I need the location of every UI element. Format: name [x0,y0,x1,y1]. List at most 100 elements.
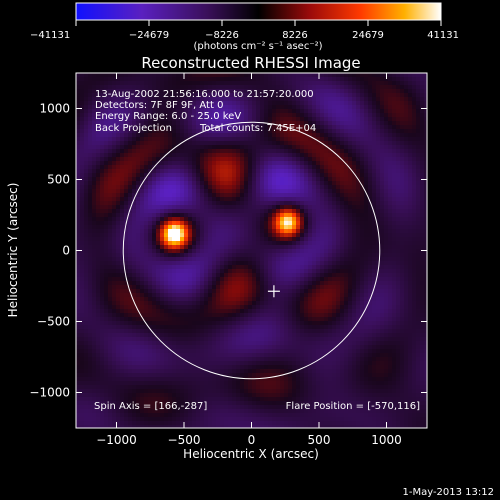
heatmap-cell [200,293,205,298]
heatmap-cell [320,169,325,174]
heatmap-cell [244,285,249,290]
heatmap-cell [284,257,289,262]
heatmap-cell [184,217,189,222]
heatmap-cell [284,101,289,106]
heatmap-cell [276,201,281,206]
heatmap-cell [316,125,321,130]
heatmap-cell [168,253,173,258]
heatmap-cell [244,205,249,210]
heatmap-cell [252,225,257,230]
heatmap-cell [316,261,321,266]
heatmap-cell [372,165,377,170]
heatmap-cell [296,93,301,98]
heatmap-cell [260,269,265,274]
heatmap-cell [328,289,333,294]
heatmap-cell [244,229,249,234]
heatmap-cell [348,209,353,214]
heatmap-cell [260,193,265,198]
heatmap-cell [256,77,261,82]
heatmap-cell [348,121,353,126]
heatmap-cell [320,229,325,234]
heatmap-cell [284,281,289,286]
heatmap-cell [256,137,261,142]
heatmap-cell [188,113,193,118]
heatmap-cell [212,213,217,218]
heatmap-cell [156,241,161,246]
heatmap-cell [216,81,221,86]
heatmap-cell [308,289,313,294]
heatmap-cell [332,109,337,114]
heatmap-cell [128,121,133,126]
heatmap-cell [224,245,229,250]
heatmap-cell [320,245,325,250]
heatmap-cell [272,201,277,206]
heatmap-cell [292,241,297,246]
heatmap-cell [96,233,101,238]
heatmap-cell [136,169,141,174]
heatmap-cell [340,201,345,206]
heatmap-cell [168,117,173,122]
heatmap-cell [364,177,369,182]
heatmap-cell [104,273,109,278]
heatmap-cell [268,157,273,162]
heatmap-cell [320,137,325,142]
heatmap-cell [192,261,197,266]
heatmap-cell [100,125,105,130]
heatmap-cell [148,269,153,274]
heatmap-cell [420,277,425,282]
heatmap-cell [304,225,309,230]
heatmap-cell [328,161,333,166]
heatmap-cell [236,201,241,206]
heatmap-cell [292,117,297,122]
heatmap-cell [356,125,361,130]
heatmap-cell [204,205,209,210]
heatmap-cell [388,201,393,206]
heatmap-cell [120,101,125,106]
heatmap-cell [132,281,137,286]
heatmap-cell [396,193,401,198]
heatmap-cell [264,97,269,102]
heatmap-cell [184,229,189,234]
heatmap-cell [292,193,297,198]
heatmap-cell [420,201,425,206]
heatmap-cell [148,161,153,166]
heatmap-cell [356,253,361,258]
heatmap-cell [392,137,397,142]
heatmap-cell [84,257,89,262]
heatmap-cell [132,157,137,162]
heatmap-cell [128,153,133,158]
heatmap-cell [340,165,345,170]
heatmap-cell [124,217,129,222]
heatmap-cell [416,89,421,94]
heatmap-cell [256,81,261,86]
heatmap-cell [132,101,137,106]
heatmap-cell [92,221,97,226]
heatmap-cell [96,245,101,250]
heatmap-cell [244,161,249,166]
heatmap-cell [220,85,225,90]
heatmap-cell [296,117,301,122]
heatmap-cell [248,161,253,166]
heatmap-cell [140,197,145,202]
heatmap-cell [96,137,101,142]
heatmap-cell [284,265,289,270]
heatmap-cell [308,149,313,154]
heatmap-cell [288,177,293,182]
heatmap-cell [392,229,397,234]
heatmap-cell [176,185,181,190]
heatmap-cell [164,129,169,134]
heatmap-cell [248,93,253,98]
heatmap-cell [84,185,89,190]
heatmap-cell [392,165,397,170]
heatmap-cell [380,189,385,194]
heatmap-cell [284,137,289,142]
heatmap-cell [344,253,349,258]
heatmap-cell [232,93,237,98]
heatmap-cell [416,245,421,250]
heatmap-cell [316,265,321,270]
heatmap-cell [244,233,249,238]
heatmap-cell [288,137,293,142]
heatmap-cell [140,133,145,138]
heatmap-cell [308,97,313,102]
heatmap-cell [288,265,293,270]
